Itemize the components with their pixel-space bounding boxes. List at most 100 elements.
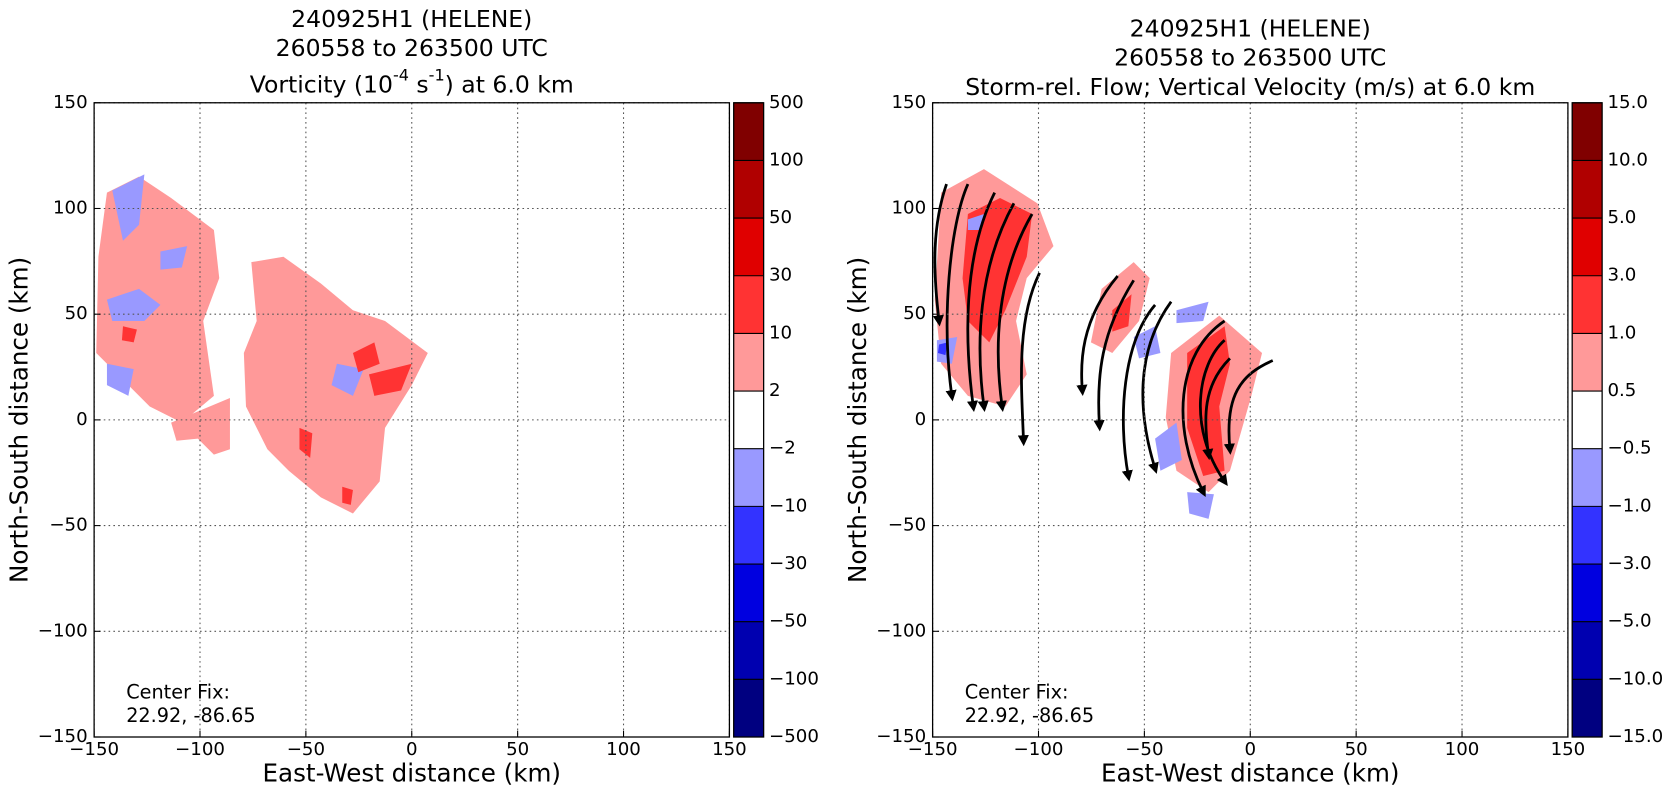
colorbar-band: [1572, 564, 1603, 622]
contour-region: [112, 174, 145, 241]
colorbar-label: 5.0: [1607, 207, 1636, 228]
colorbar-label: −3.0: [1607, 553, 1651, 574]
colorbar-label: −10: [769, 495, 807, 516]
y-tick-label: −100: [876, 620, 926, 641]
x-tick-label: 150: [1551, 739, 1586, 760]
y-tick-label: 50: [903, 303, 926, 324]
colorbar-band: [733, 160, 764, 219]
subtitle-part: ) at 6.0 km: [445, 70, 574, 98]
x-tick-label: 100: [1445, 739, 1480, 760]
x-tick-label: −100: [175, 739, 225, 760]
y-tick-label: −50: [49, 515, 87, 536]
y-axis-label: North-South distance (km): [843, 257, 872, 583]
x-tick-label: 0: [1244, 739, 1256, 760]
contour-region: [1176, 301, 1209, 324]
left-field: [96, 174, 428, 514]
chart-subtitle: Vorticity (10-4 s-1) at 6.0 km: [250, 66, 574, 99]
x-tick-label: 0: [406, 739, 418, 760]
colorbar-label: 30: [769, 265, 792, 286]
contour-region: [1187, 492, 1214, 519]
colorbar-band: [1572, 621, 1603, 680]
annotation: 22.92, -86.65: [965, 704, 1094, 727]
contour-region: [106, 288, 161, 321]
colorbar-label: 100: [769, 149, 804, 170]
y-tick-label: 0: [915, 409, 927, 430]
colorbar-band: [733, 621, 764, 680]
colorbar-band: [733, 391, 764, 449]
contour-region: [342, 486, 353, 505]
x-tick-label: 150: [712, 739, 747, 760]
x-axis-label: East-West distance (km): [1101, 758, 1399, 787]
x-tick-label: −50: [1125, 739, 1163, 760]
contour-fields: [96, 169, 1274, 519]
colorbar-label: 10.0: [1607, 149, 1647, 170]
x-tick-label: −150: [908, 739, 958, 760]
subtitle-part: Vorticity (10: [250, 70, 393, 98]
y-tick-label: −50: [888, 515, 926, 536]
contour-region: [331, 363, 364, 396]
colorbar-label: −0.5: [1607, 438, 1651, 459]
colorbar-band: [733, 275, 764, 334]
contour-region: [160, 246, 188, 270]
colorbar-band: [733, 564, 764, 622]
colorbar-label: 500: [769, 92, 804, 113]
contour-region: [96, 176, 220, 423]
colorbar-label: −50: [769, 611, 807, 632]
colorbar-band: [1572, 102, 1603, 161]
colorbar-band: [1572, 391, 1603, 449]
colorbar-band: [1572, 160, 1603, 219]
x-tick-label: 50: [506, 739, 529, 760]
plot-frame: [93, 102, 731, 738]
colorbar-label: 0.5: [1607, 380, 1636, 401]
colorbar-band: [733, 333, 764, 392]
y-tick-label: 50: [65, 303, 88, 324]
colorbar-label: 15.0: [1607, 92, 1647, 113]
colorbar-band: [733, 102, 764, 161]
colorbar-label: 3.0: [1607, 265, 1636, 286]
plot-frame: [931, 102, 1569, 738]
annotation: 22.92, -86.65: [126, 704, 255, 727]
colorbar-band: [1572, 679, 1603, 738]
contour-region: [106, 363, 134, 396]
chart-title: 260558 to 263500 UTC: [276, 34, 548, 62]
subtitle-part: s: [409, 70, 429, 98]
colorbar-band: [1572, 218, 1603, 276]
x-tick-label: −150: [69, 739, 119, 760]
contour-region: [1155, 422, 1182, 471]
colorbar-label: −10.0: [1607, 668, 1663, 689]
colorbar-band: [733, 506, 764, 565]
colorbar-band: [733, 448, 764, 507]
contour-region: [1112, 294, 1132, 332]
colorbar-band: [733, 679, 764, 738]
x-tick-label: 50: [1345, 739, 1368, 760]
colorbar-frame: [733, 102, 765, 738]
colorbar-label: 50: [769, 207, 792, 228]
colorbar-label: 2: [769, 380, 781, 401]
colorbar-label: −100: [769, 668, 819, 689]
x-tick-label: 100: [606, 739, 641, 760]
contour-region: [121, 326, 137, 343]
colorbar-band: [1572, 333, 1603, 392]
y-tick-label: 100: [892, 197, 927, 218]
colorbar-label: −1.0: [1607, 495, 1651, 516]
colorbar-label: −15.0: [1607, 726, 1663, 747]
colorbar-label: −30: [769, 553, 807, 574]
chart-title: 240925H1 (HELENE): [291, 5, 532, 33]
y-tick-label: −150: [876, 726, 926, 747]
y-tick-label: 100: [53, 197, 88, 218]
chart-subtitle: Storm-rel. Flow; Vertical Velocity (m/s)…: [965, 72, 1535, 100]
contour-region: [352, 342, 380, 373]
colorbar-label: −2: [769, 438, 796, 459]
colorbar-label: −5.0: [1607, 611, 1651, 632]
colorbar-band: [1572, 506, 1603, 565]
colorbar-label: 10: [769, 322, 792, 343]
subtitle-part: -4: [393, 66, 409, 85]
colorbar-label: −500: [769, 726, 819, 747]
annotation: Center Fix:: [126, 681, 230, 704]
y-tick-label: 150: [892, 92, 927, 113]
x-tick-label: −50: [287, 739, 325, 760]
y-tick-label: −100: [38, 620, 88, 641]
annotation: Center Fix:: [965, 681, 1069, 704]
colorbar-band: [733, 218, 764, 276]
